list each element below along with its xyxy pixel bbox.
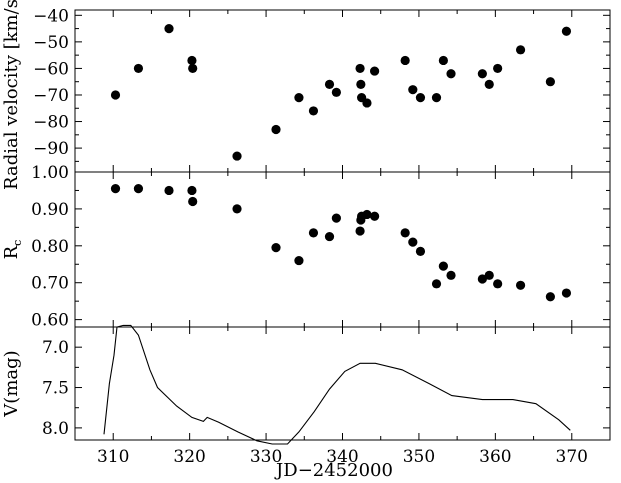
data-point	[133, 63, 144, 74]
x-axis-label: JD−2452000	[274, 460, 393, 481]
y-tick-label: 0.80	[31, 237, 69, 257]
data-point	[331, 87, 341, 97]
panel-rc: 0.60 0.70 0.80 0.90 1.00 Rc	[1, 163, 611, 331]
data-point	[431, 279, 442, 289]
x-tick-label: 360	[479, 447, 511, 467]
data-point	[271, 243, 281, 253]
data-point	[438, 261, 448, 271]
data-point	[362, 98, 372, 108]
data-point	[355, 226, 365, 236]
data-point	[561, 288, 572, 298]
data-point	[408, 237, 418, 247]
panel-v-mag: 7.0 7.5 8.0 V(mag)	[1, 324, 611, 445]
data-point	[324, 79, 335, 89]
data-point	[561, 26, 572, 36]
y-tick-label: −80	[33, 113, 69, 133]
y-tick-label: 0.70	[31, 274, 69, 294]
x-tick-label: 320	[173, 447, 205, 467]
data-point	[545, 77, 555, 87]
data-point	[164, 23, 174, 34]
data-point	[362, 209, 372, 220]
y-tick-label: 7.0	[42, 338, 69, 358]
data-point	[232, 204, 242, 214]
panel-radial-velocity: −40 −50 −60 −70 −80 −90 Radial velocity [km/s]	[1, 0, 611, 190]
y-tick-label: −60	[33, 59, 69, 79]
data-point	[133, 184, 144, 194]
y-tick-label: −70	[33, 86, 69, 106]
series-line	[103, 324, 571, 445]
data-point	[370, 211, 380, 221]
data-point	[493, 63, 503, 74]
data-point	[515, 45, 526, 55]
data-point	[187, 55, 197, 66]
panel-frame	[74, 171, 611, 328]
data-point	[545, 292, 555, 302]
data-point	[308, 106, 319, 116]
y-tick-label: 1.00	[31, 163, 69, 183]
data-point	[356, 79, 366, 89]
data-point	[164, 185, 174, 196]
data-point	[294, 93, 304, 103]
x-tick-label: 340	[326, 447, 358, 467]
data-point	[515, 280, 526, 290]
y-tick-label: 7.5	[42, 379, 69, 399]
data-point	[438, 55, 448, 66]
data-point	[415, 246, 426, 256]
y-tick-label: −50	[33, 33, 69, 53]
data-point	[493, 279, 503, 289]
y-axis-label: V(mag)	[1, 350, 22, 417]
data-point	[187, 185, 197, 196]
data-point	[271, 124, 281, 135]
x-tick-label: 370	[556, 447, 588, 467]
data-point	[188, 63, 198, 74]
data-point	[232, 151, 242, 161]
data-point	[431, 93, 442, 103]
data-point	[415, 93, 426, 103]
data-point	[484, 270, 494, 280]
data-point	[110, 184, 121, 194]
data-point	[324, 231, 335, 242]
data-point	[477, 274, 487, 284]
data-point	[110, 90, 121, 100]
y-axis-label-subscript: c	[11, 240, 24, 246]
data-point	[308, 228, 319, 238]
y-tick-label: −40	[33, 6, 69, 26]
panel-frame	[74, 9, 611, 173]
y-tick-label: 0.60	[31, 311, 69, 331]
data-point	[188, 196, 198, 207]
panels-layer: −40 −50 −60 −70 −80 −90 Radial velocity [km/s]…	[1, 0, 611, 467]
x-tick-label: 310	[97, 447, 129, 467]
data-point	[446, 270, 456, 280]
data-point	[331, 213, 341, 223]
y-tick-label: 8.0	[42, 419, 69, 439]
y-tick-label: −90	[33, 139, 69, 159]
data-point	[477, 69, 487, 79]
data-point	[408, 85, 418, 95]
y-axis-label: Rc	[1, 240, 24, 260]
x-tick-labels: 310 320 330 340 350 360 370	[97, 447, 588, 467]
y-axis-label: Radial velocity [km/s]	[1, 0, 22, 190]
data-point	[446, 69, 456, 79]
data-point	[484, 79, 494, 89]
x-tick-label: 350	[403, 447, 435, 467]
data-point	[400, 228, 410, 238]
y-tick-label: 0.90	[31, 200, 69, 220]
x-tick-label: 330	[250, 447, 282, 467]
data-point	[400, 55, 410, 66]
data-point	[355, 63, 365, 74]
data-point	[370, 66, 380, 76]
data-point	[294, 255, 304, 266]
